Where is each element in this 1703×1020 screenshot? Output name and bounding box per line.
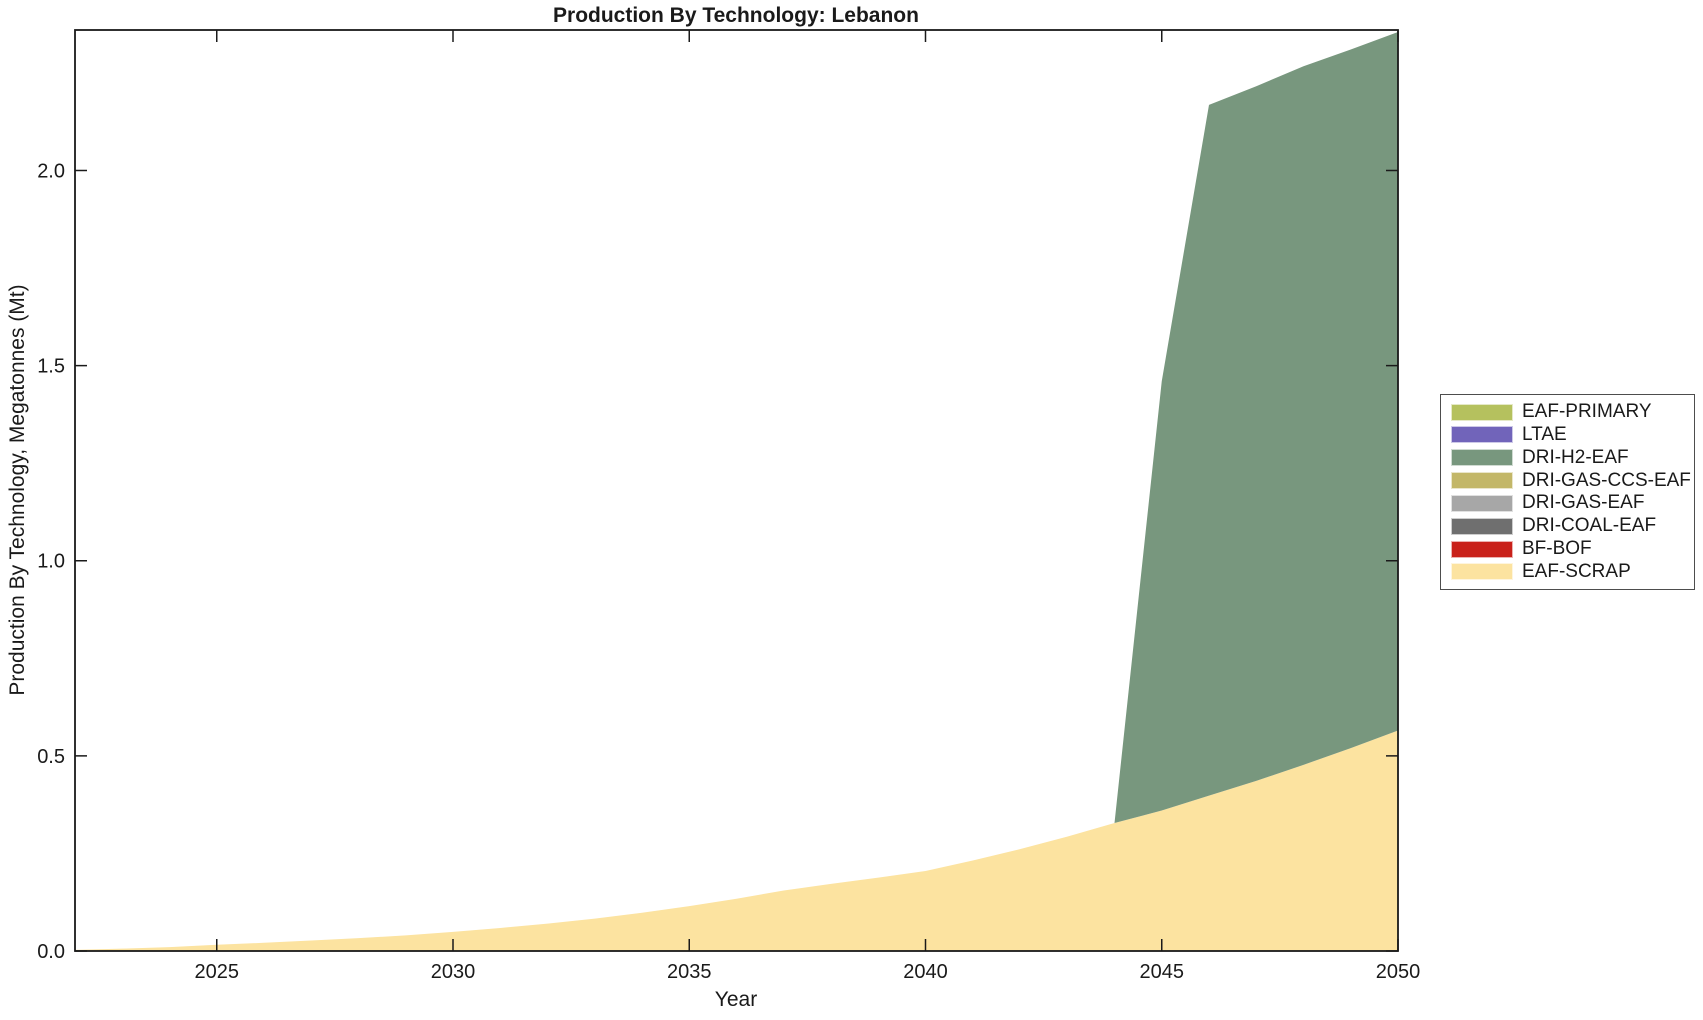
legend-label: DRI-COAL-EAF xyxy=(1522,515,1657,537)
chart-title: Production By Technology: Lebanon xyxy=(553,4,919,27)
legend-label: EAF-PRIMARY xyxy=(1522,401,1652,422)
legend-item-dri-h2-eaf: DRI-H2-EAF xyxy=(1451,446,1684,468)
x-tick-label: 2045 xyxy=(1140,961,1185,983)
legend-item-bf-bof: BF-BOF xyxy=(1451,538,1684,560)
legend-item-ltae: LTAE xyxy=(1451,423,1684,445)
legend-item-dri-coal-eaf: DRI-COAL-EAF xyxy=(1451,515,1684,537)
y-tick-label: 0.0 xyxy=(37,941,65,963)
legend-label: BF-BOF xyxy=(1522,538,1592,560)
legend-swatch-eaf-scrap xyxy=(1451,563,1513,581)
legend-swatch-ltae xyxy=(1451,426,1513,444)
stacked-area-layer xyxy=(75,31,1398,951)
legend-label: DRI-H2-EAF xyxy=(1522,446,1629,468)
y-tick-label: 2.0 xyxy=(37,160,65,182)
axis-ticks xyxy=(75,30,1399,952)
legend-item-eaf-primary: EAF-PRIMARY xyxy=(1451,401,1684,422)
legend-item-dri-gas-eaf: DRI-GAS-EAF xyxy=(1451,492,1684,514)
legend-swatch-dri-h2-eaf xyxy=(1451,449,1513,467)
legend-label: DRI-GAS-CCS-EAF xyxy=(1522,469,1691,491)
area-dri-h2-eaf xyxy=(75,31,1398,950)
legend-item-dri-gas-ccs-eaf: DRI-GAS-CCS-EAF xyxy=(1451,471,1691,490)
legend-label: DRI-GAS-EAF xyxy=(1522,492,1645,514)
legend-label: EAF-SCRAP xyxy=(1522,560,1631,582)
area-eaf-scrap xyxy=(75,730,1398,951)
legend-item-eaf-scrap: EAF-SCRAP xyxy=(1451,560,1684,582)
x-tick-label: 2050 xyxy=(1376,961,1421,983)
y-axis-title: Production By Technology, Megatonnes (Mt… xyxy=(6,284,29,695)
legend-label: LTAE xyxy=(1522,423,1567,445)
legend: EAF-PRIMARY LTAE DRI-H2-EAF DRI-GAS-CCS-EAF… xyxy=(1440,394,1695,590)
legend-swatch-dri-gas-eaf xyxy=(1451,494,1513,512)
x-axis-title: Year xyxy=(715,988,757,1011)
x-tick-label: 2030 xyxy=(431,961,476,983)
x-tick-label: 2035 xyxy=(667,961,712,983)
legend-swatch-eaf-primary xyxy=(1451,403,1513,421)
y-tick-label: 1.5 xyxy=(37,356,65,378)
axis-tick-labels: 2025 2030 2035 2040 2045 2050 0.0 0.5 1.0 1.5 2.0 xyxy=(37,160,1420,983)
legend-swatch-dri-gas-ccs-eaf xyxy=(1451,472,1513,490)
y-tick-label: 0.5 xyxy=(37,746,65,768)
x-tick-label: 2040 xyxy=(903,961,948,983)
x-tick-label: 2025 xyxy=(195,961,240,983)
legend-swatch-dri-coal-eaf xyxy=(1451,517,1513,535)
legend-swatch-bf-bof xyxy=(1451,540,1513,558)
y-tick-label: 1.0 xyxy=(37,551,65,573)
plot-box xyxy=(74,29,1399,952)
